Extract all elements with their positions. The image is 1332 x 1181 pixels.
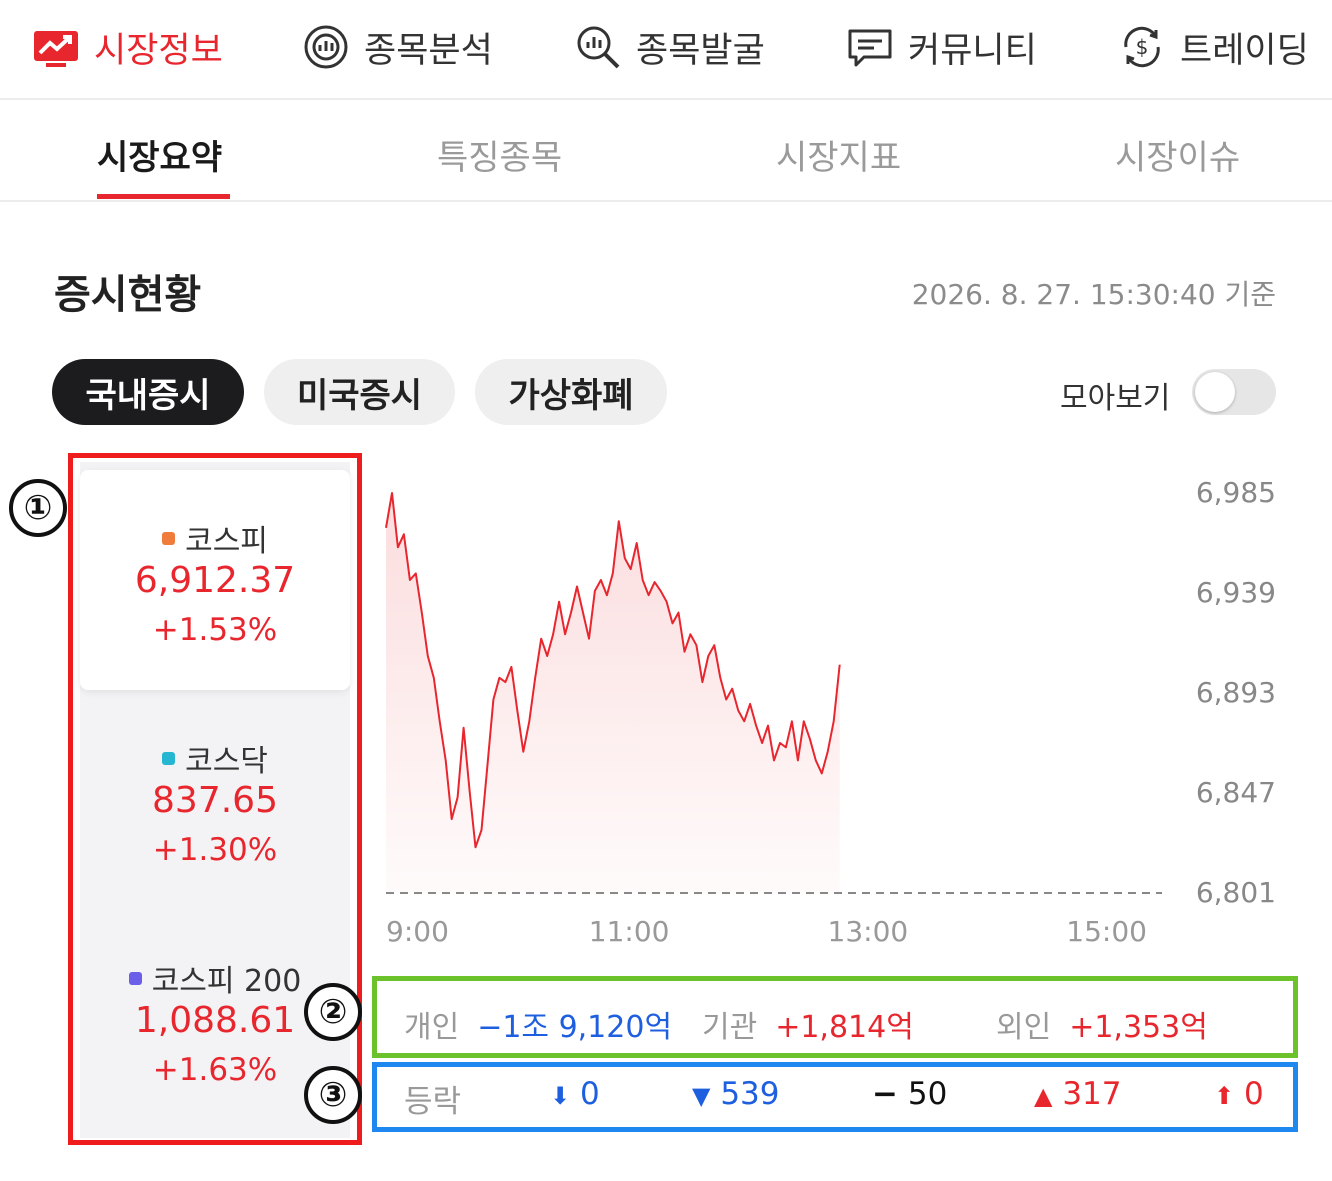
investor-value: +1,814억 xyxy=(775,1010,914,1045)
investor-institution: 기관 +1,814억 xyxy=(702,1002,914,1046)
pill-us-market[interactable]: 미국증시 xyxy=(264,359,455,425)
index-card-kospi200[interactable]: 코스피 200 1,088.61 +1.63% xyxy=(80,910,350,1130)
count-value: 539 xyxy=(720,1076,780,1112)
pill-crypto[interactable]: 가상화폐 xyxy=(475,359,667,425)
index-card-kospi[interactable]: 코스피 6,912.37 +1.53% xyxy=(80,470,350,690)
index-change: +1.30% xyxy=(152,832,278,868)
lower-limit-count: ⬇ 0 xyxy=(550,1076,600,1112)
analysis-icon xyxy=(302,23,350,71)
nav-label: 종목분석 xyxy=(364,30,493,71)
pill-domestic-market[interactable]: 국내증시 xyxy=(52,359,244,425)
down-triangle-icon: ▼ xyxy=(692,1082,711,1110)
tab-market-indicators[interactable]: 시장지표 xyxy=(776,138,902,178)
dollar-exchange-icon: $ xyxy=(1118,23,1166,71)
nav-item-stock-discovery[interactable]: 종목발굴 xyxy=(574,22,765,72)
dash-icon: − xyxy=(872,1076,898,1112)
nav-item-community[interactable]: 커뮤니티 xyxy=(846,22,1037,72)
annotation-marker-2: ② xyxy=(304,983,362,1041)
x-tick-label: 9:00 xyxy=(386,915,449,948)
annotation-box-index-list xyxy=(68,453,362,1145)
investor-value: −1조 9,120억 xyxy=(477,1010,673,1045)
index-name-row: 코스피 200 xyxy=(80,956,350,1000)
upper-limit-count: ⬆ 0 xyxy=(1214,1076,1264,1112)
sub-tabs: 시장요약 특징종목 시장지표 시장이슈 xyxy=(0,102,1332,202)
index-color-dot xyxy=(162,751,176,765)
chat-icon xyxy=(846,23,894,71)
tab-market-issues[interactable]: 시장이슈 xyxy=(1115,138,1241,178)
x-tick-label: 11:00 xyxy=(589,915,670,948)
series-line xyxy=(385,492,841,849)
search-chart-icon xyxy=(574,23,622,71)
index-change: +1.63% xyxy=(152,1052,278,1088)
investor-label: 기관 xyxy=(702,1010,758,1045)
up-triangle-icon: ▲ xyxy=(1034,1082,1053,1110)
annotation-marker-3: ③ xyxy=(304,1066,362,1124)
tab-market-summary[interactable]: 시장요약 xyxy=(97,138,223,178)
top-navigation: 시장정보 종목분석 종목발굴 커뮤니티 $ 트레이딩 xyxy=(0,0,1332,100)
index-value: 1,088.61 xyxy=(134,1000,296,1041)
collect-view-toggle[interactable] xyxy=(1192,369,1276,415)
kospi-intraday-chart: 6,985 6,939 6,893 6,847 6,801 9:00 11:00 13:00 1… xyxy=(385,476,1276,948)
svg-text:$: $ xyxy=(1136,35,1149,59)
index-list: 코스피 6,912.37 +1.53% 코스닥 837.65 +1.30% 코스… xyxy=(80,462,350,1138)
nav-item-trading[interactable]: $ 트레이딩 xyxy=(1118,22,1309,72)
timestamp: 2026. 8. 27. 15:30:40 기준 xyxy=(911,278,1276,311)
investor-foreign: 외인 +1,353억 xyxy=(996,1002,1208,1046)
y-tick-label: 6,939 xyxy=(1196,576,1276,609)
index-color-dot xyxy=(162,531,176,545)
section-title: 증시현황 xyxy=(54,272,202,318)
index-name: 코스피 xyxy=(185,524,268,559)
count-value: 50 xyxy=(907,1076,948,1112)
investor-value: +1,353억 xyxy=(1069,1010,1208,1045)
index-card-kosdaq[interactable]: 코스닥 837.65 +1.30% xyxy=(80,690,350,910)
annotation-box-investors xyxy=(372,976,1298,1058)
x-tick-label: 15:00 xyxy=(1066,915,1147,948)
index-name: 코스닥 xyxy=(185,744,268,779)
index-name: 코스피 200 xyxy=(151,964,302,999)
count-value: 317 xyxy=(1062,1076,1122,1112)
index-name-row: 코스닥 xyxy=(80,736,350,780)
y-tick-label: 6,801 xyxy=(1196,876,1276,909)
index-value: 6,912.37 xyxy=(134,560,296,601)
lower-limit-arrow-icon: ⬇ xyxy=(550,1082,571,1110)
nav-item-stock-analysis[interactable]: 종목분석 xyxy=(302,22,493,72)
upper-limit-arrow-icon: ⬆ xyxy=(1214,1082,1235,1110)
unchanged-count: − 50 xyxy=(872,1076,947,1112)
annotation-marker-1: ① xyxy=(9,479,67,537)
index-color-dot xyxy=(128,971,142,985)
nav-item-market-info[interactable]: 시장정보 xyxy=(32,22,223,72)
index-name-row: 코스피 xyxy=(80,516,350,560)
investor-label: 개인 xyxy=(404,1010,460,1045)
series-area-fill xyxy=(386,493,840,893)
active-tab-underline xyxy=(97,194,230,199)
annotation-box-advance-decline xyxy=(372,1062,1298,1132)
toggle-label: 모아보기 xyxy=(1060,381,1171,416)
index-value: 837.65 xyxy=(152,780,278,821)
toggle-knob xyxy=(1195,372,1235,412)
investor-individual: 개인 −1조 9,120억 xyxy=(404,1002,672,1046)
nav-label: 커뮤니티 xyxy=(908,30,1037,71)
x-tick-label: 13:00 xyxy=(828,915,909,948)
advance-count: ▲ 317 xyxy=(1034,1076,1122,1112)
tab-featured-stocks[interactable]: 특징종목 xyxy=(437,138,563,178)
decline-count: ▼ 539 xyxy=(692,1076,780,1112)
count-value: 0 xyxy=(579,1076,600,1112)
advance-decline-label: 등락 xyxy=(404,1084,462,1120)
advance-decline-row: 등락 ⬇ 0 ▼ 539 − 50 ▲ 317 ⬆ 0 xyxy=(380,1064,1290,1126)
y-tick-label: 6,847 xyxy=(1196,776,1276,809)
y-tick-label: 6,893 xyxy=(1196,676,1276,709)
nav-label: 시장정보 xyxy=(94,30,223,71)
investor-net-buying: 개인 −1조 9,120억 기관 +1,814억 외인 +1,353억 xyxy=(380,984,1290,1054)
nav-label: 트레이딩 xyxy=(1180,30,1309,71)
index-change: +1.53% xyxy=(152,612,278,648)
market-chart-icon xyxy=(32,23,80,71)
count-value: 0 xyxy=(1243,1076,1264,1112)
y-tick-label: 6,985 xyxy=(1196,476,1276,509)
nav-label: 종목발굴 xyxy=(636,30,765,71)
investor-label: 외인 xyxy=(996,1010,1052,1045)
